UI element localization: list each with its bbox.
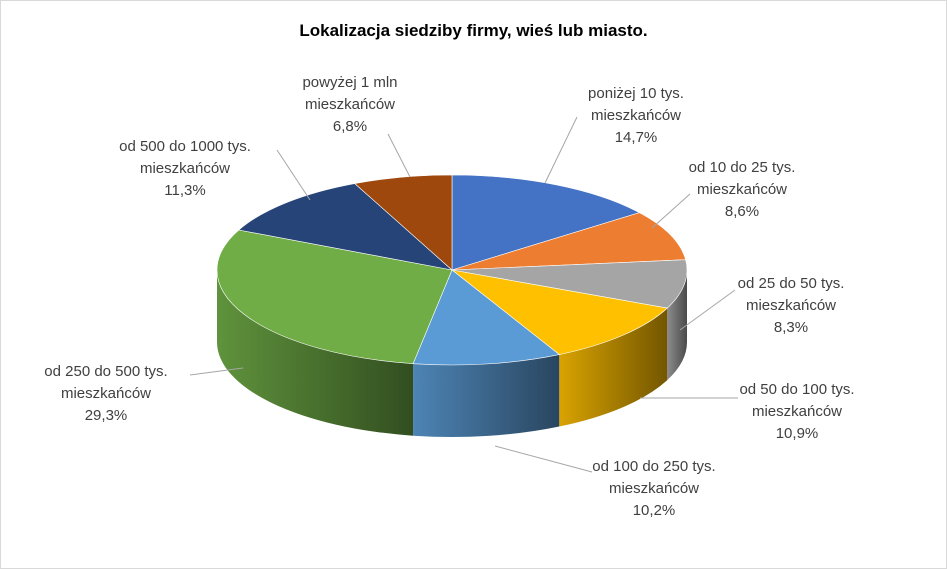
pie-slice xyxy=(354,174,453,271)
pie-slice xyxy=(451,174,641,271)
pie-slice xyxy=(412,269,560,366)
data-label-text: od 50 do 100 tys. xyxy=(739,381,854,398)
data-label-text: od 25 do 50 tys. xyxy=(738,275,845,292)
data-label-text: od 10 do 25 tys. xyxy=(689,159,796,176)
data-label-value: 8,3% xyxy=(774,319,808,336)
data-label-text: mieszkańców xyxy=(752,403,842,420)
leader-line xyxy=(679,289,736,331)
leader-line xyxy=(276,149,311,201)
pie-slice xyxy=(451,212,687,271)
leader-line xyxy=(494,445,593,473)
data-label-text: mieszkańców xyxy=(591,107,681,124)
data-label-value: 29,3% xyxy=(85,407,128,424)
pie-slice-side xyxy=(217,270,414,436)
data-label-text: od 100 do 250 tys. xyxy=(592,458,715,475)
data-label-text: mieszkańców xyxy=(746,297,836,314)
data-label-text: mieszkańców xyxy=(609,480,699,497)
data-label-text: mieszkańców xyxy=(61,385,151,402)
data-label-text: od 500 do 1000 tys. xyxy=(119,138,251,155)
data-label-value: 11,3% xyxy=(164,182,205,199)
data-label-text: mieszkańców xyxy=(140,160,230,177)
data-label-value: 10,2% xyxy=(633,502,676,519)
leader-line xyxy=(189,367,244,376)
pie-slice xyxy=(451,269,668,355)
data-label-text: poniżej 10 tys. xyxy=(588,85,684,102)
data-label-value: 10,9% xyxy=(776,425,819,442)
data-label-text: mieszkańców xyxy=(697,181,787,198)
leader-line xyxy=(544,116,578,184)
pie-slice xyxy=(238,183,454,271)
pie-slice xyxy=(216,229,453,365)
data-label-text: mieszkańców xyxy=(305,96,395,113)
data-label-value: 14,7% xyxy=(615,129,658,146)
data-label-value: 8,6% xyxy=(725,203,759,220)
leader-line xyxy=(651,193,691,229)
pie-slice-side xyxy=(413,354,560,437)
data-label-value: 6,8% xyxy=(333,118,367,135)
chart-title: Lokalizacja siedziby firmy, wieś lub mia… xyxy=(299,21,648,40)
pie-slice-side xyxy=(667,270,687,381)
pie-slice-side xyxy=(559,308,668,427)
data-label-text: powyżej 1 mln xyxy=(302,74,397,91)
pie-slice xyxy=(451,259,688,309)
leader-line xyxy=(387,133,411,178)
data-label-text: od 250 do 500 tys. xyxy=(44,363,167,380)
